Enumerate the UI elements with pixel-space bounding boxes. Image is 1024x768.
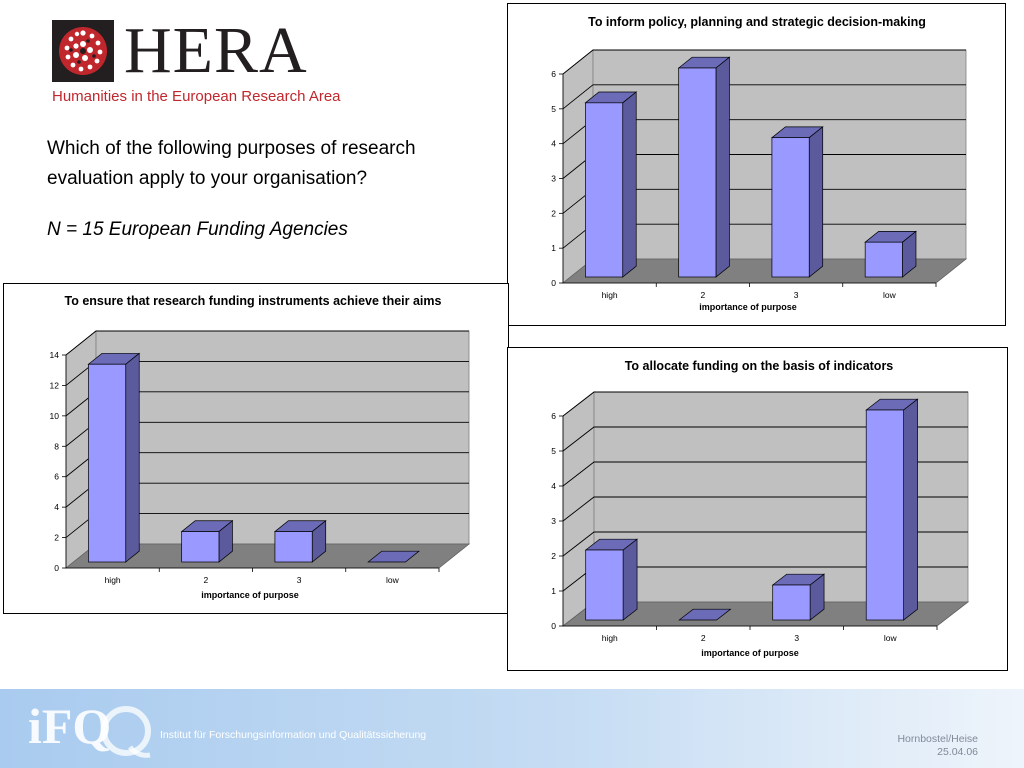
bar-top: [678, 608, 732, 621]
x-tick-label: 2: [701, 290, 706, 300]
y-tick-label: 6: [551, 69, 556, 79]
hera-logo-wordmark: HERA: [124, 14, 308, 87]
bar: [865, 409, 904, 621]
x-tick-label: 3: [794, 633, 799, 643]
gridline: [562, 49, 966, 75]
x-tick-label: 3: [794, 290, 799, 300]
bar-top: [367, 550, 420, 563]
gridline: [562, 391, 968, 417]
x-axis-title: importance of purpose: [699, 302, 797, 312]
bar: [864, 241, 903, 278]
hera-emblem-icon: [52, 20, 114, 82]
gridline: [562, 84, 966, 110]
bar: [274, 531, 313, 563]
chart-title: To ensure that research funding instrume…: [65, 294, 442, 308]
slide-credit: Hornbostel/Heise 25.04.06: [897, 733, 978, 759]
y-tick-label: 6: [551, 411, 556, 421]
bar-side: [622, 538, 638, 621]
x-tick-label: 2: [701, 633, 706, 643]
bar-side: [903, 398, 918, 621]
y-tick-label: 14: [50, 350, 60, 360]
y-tick-label: 10: [50, 411, 60, 421]
bar: [771, 137, 810, 278]
y-tick-label: 2: [551, 551, 556, 561]
y-tick-label: 0: [551, 621, 556, 631]
x-tick-label: low: [386, 575, 400, 585]
y-tick-label: 4: [54, 502, 59, 512]
y-tick-label: 0: [54, 563, 59, 573]
authors: Hornbostel/Heise: [897, 733, 978, 745]
y-tick-label: 4: [551, 481, 556, 491]
ifq-logo: iFQ: [26, 697, 158, 761]
footer-band: iFQ Institut für Forschungsinformation u…: [0, 689, 1024, 768]
y-tick-label: 3: [551, 174, 556, 184]
x-axis-title: importance of purpose: [201, 590, 299, 600]
sample-size-note: N = 15 European Funding Agencies: [47, 219, 348, 240]
institute-name: Institut für Forschungsinformation und Q…: [160, 729, 427, 741]
chart-title: To inform policy, planning and strategic…: [588, 15, 926, 29]
y-tick-label: 4: [551, 139, 556, 149]
x-tick-label: 2: [204, 575, 209, 585]
bar: [585, 549, 624, 621]
x-tick-label: high: [602, 290, 618, 300]
gridline: [65, 330, 469, 356]
x-axis-title: importance of purpose: [701, 648, 799, 658]
bar: [678, 67, 717, 278]
hera-logo-tagline: Humanities in the European Research Area: [52, 88, 341, 105]
chart-policy-planning: To inform policy, planning and strategic…: [507, 3, 1006, 326]
back-wall: [95, 330, 470, 545]
y-tick-label: 5: [551, 446, 556, 456]
x-tick-label: low: [884, 633, 898, 643]
gridline: [562, 496, 968, 522]
chart-funding-instruments-svg: To ensure that research funding instrume…: [50, 294, 471, 600]
y-tick-label: 5: [551, 104, 556, 114]
x-tick-label: low: [883, 290, 897, 300]
x-tick-label: 3: [297, 575, 302, 585]
gridline: [562, 531, 968, 557]
bar: [181, 531, 220, 563]
date: 25.04.06: [937, 746, 978, 758]
hera-logo: HERA Humanities in the European Research…: [52, 14, 352, 110]
y-tick-label: 12: [50, 380, 60, 390]
gridline: [562, 426, 968, 452]
survey-question: Which of the following purposes of resea…: [47, 138, 416, 189]
y-tick-label: 2: [54, 533, 59, 543]
gridline: [562, 461, 968, 487]
x-tick-label: high: [602, 633, 618, 643]
ifq-logo-text: iFQ: [28, 698, 111, 754]
y-tick-label: 8: [54, 441, 59, 451]
chart-allocate-funding-svg: To allocate funding on the basis of indi…: [551, 359, 970, 658]
bar: [585, 102, 624, 278]
chart-funding-instruments: To ensure that research funding instrume…: [3, 283, 509, 614]
chart-title: To allocate funding on the basis of indi…: [625, 359, 894, 373]
bar-side: [808, 126, 824, 278]
y-tick-label: 2: [551, 208, 556, 218]
bar-side: [715, 56, 730, 278]
chart-policy-planning-svg: To inform policy, planning and strategic…: [551, 15, 968, 312]
y-tick-label: 6: [54, 472, 59, 482]
y-tick-label: 1: [551, 243, 556, 253]
bar: [772, 584, 811, 621]
y-tick-label: 1: [551, 586, 556, 596]
y-tick-label: 3: [551, 516, 556, 526]
y-tick-label: 0: [551, 278, 556, 288]
bar-side: [622, 91, 637, 278]
chart-allocate-funding: To allocate funding on the basis of indi…: [507, 347, 1008, 671]
x-tick-label: high: [105, 575, 121, 585]
bar: [88, 363, 127, 563]
bar-side: [125, 352, 140, 563]
